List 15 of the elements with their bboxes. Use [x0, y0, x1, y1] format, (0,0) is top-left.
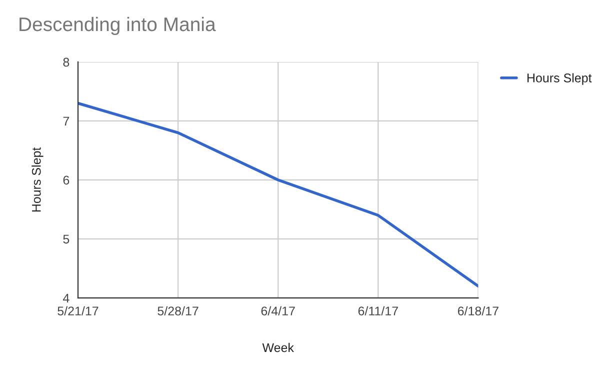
line-series	[78, 102, 478, 288]
legend-label: Hours Slept	[527, 73, 592, 85]
y-tick-label: 5	[63, 234, 70, 244]
x-tick-label: 5/28/17	[158, 306, 198, 316]
y-tick-label: 7	[63, 116, 70, 126]
y-tick-label: 8	[63, 58, 70, 67]
x-tick-label: 5/21/17	[58, 306, 98, 316]
y-axis-title: Hours Slept	[32, 147, 44, 212]
y-tick-label: 6	[63, 176, 70, 185]
x-tick-label: 6/4/17	[261, 306, 295, 316]
y-tick-label: 4	[63, 294, 70, 302]
x-tick-label: 6/18/17	[458, 306, 498, 316]
x-axis-title: Week	[262, 342, 294, 352]
chart-title: Descending into Mania	[20, 16, 216, 36]
x-tick-label: 6/11/17	[358, 306, 398, 316]
